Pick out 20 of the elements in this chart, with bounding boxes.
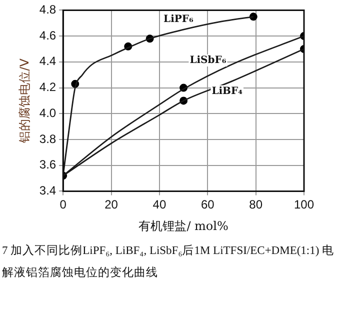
x-tick-label: 40: [152, 198, 166, 212]
y-tick-label: 3.6: [39, 158, 56, 172]
y-tick-label: 4.0: [39, 106, 56, 120]
y-tick-label: 4.8: [39, 2, 56, 17]
x-tick-label: 0: [60, 198, 67, 212]
x-tick-label: 20: [104, 198, 118, 212]
y-axis-title: 铝的腐蚀电位/V: [17, 58, 32, 144]
y-tick-label: 4.4: [39, 54, 56, 68]
series-label: LiSbF₆: [190, 55, 227, 66]
y-tick-label: 3.4: [39, 184, 56, 198]
x-tick-label: 60: [200, 198, 215, 212]
y-tick-label: 4.2: [39, 80, 56, 94]
series-label: LiBF₄: [212, 86, 244, 97]
x-tick-label: 80: [249, 198, 263, 212]
series-label: LiPF₆: [164, 14, 194, 26]
x-tick-label: 100: [294, 198, 314, 212]
y-tick-label: 3.8: [39, 132, 56, 146]
x-axis-title: 有机锂盐/ mol%: [138, 218, 228, 233]
text: 7 加入不同比例LiPF₆, LiBF₄, LiSbF₆后1M LiTFSI/EC+DME(1:1) 电解液铝箔腐蚀电位的变化曲线: [2, 244, 336, 281]
y-tick-label: 4.6: [39, 28, 56, 42]
